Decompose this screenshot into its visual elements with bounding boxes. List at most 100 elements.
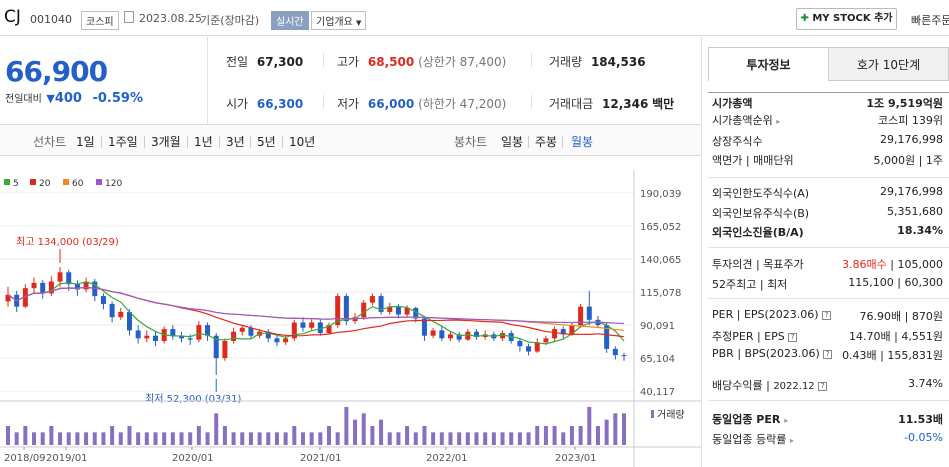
price-change: 전일대비 ▼400 -0.59% [5,90,143,106]
tab-investment-info[interactable]: 투자정보 [708,47,829,81]
candle-body [144,335,150,339]
tab-5y[interactable]: 5년 [257,135,276,149]
realtime-badge[interactable]: 실시간 [271,11,309,30]
company-overview-dropdown[interactable]: 기업개요 ▼ [311,11,367,30]
text-pbr-label: PBR [712,347,734,360]
tab-1d[interactable]: 1일 [76,135,95,149]
stat-prev-close: 전일 67,300 [226,53,303,70]
tab-1w[interactable]: 1주일 [108,135,138,149]
candle-body [552,329,558,339]
volume-legend-swatch [651,410,654,418]
volume-bar [405,426,410,445]
volume-bar [613,413,618,445]
candle-body [439,330,445,339]
candle-body [456,334,462,340]
row-label: 액면가 | 매매단위 [712,154,794,167]
mystock-add-button[interactable]: ✚ MY STOCK 추가 [796,8,897,30]
text-foreign-ratio-label: 외국인소진율(B/A) [712,226,804,239]
row-par: 액면가 | 매매단위 5,000원 | 1주 [712,152,943,167]
max-annotation: 최고 134,000 (03/29) [16,236,119,248]
volume-bar [92,432,97,445]
volume-legend-label: 거래량 [657,409,685,421]
candle-body [586,306,592,320]
stock-code: 001040 [30,13,72,26]
arrow-right-icon: ▸ [784,416,789,425]
tab-3m[interactable]: 3개월 [151,135,181,149]
x-tick-label: 2019/01 [46,453,88,464]
text-pbr: 0.43배 [842,349,877,362]
text-per-label: PER [712,308,734,321]
volume-bar [422,426,427,445]
candle-body [152,335,158,341]
volume-bar [309,432,314,445]
row-per: PER | EPS(2023.06) ? 76.90배 | 870원 [712,308,943,323]
info-icon[interactable]: ? [818,381,828,391]
volume-bar [387,432,392,445]
candle-body [387,306,393,312]
text-market-cap-rank: 코스피 139위 [878,114,943,127]
text-div-label: 배당수익률 [712,379,763,392]
info-icon[interactable]: ? [822,310,832,320]
mystock-label: MY STOCK 추가 [812,13,893,24]
candle-body [517,340,523,347]
candle-body [213,335,219,359]
stock-name: CJ [4,7,21,27]
row-label: 외국인한도주식수(A) [712,187,809,200]
tab-weekly[interactable]: 주봉 [535,135,558,149]
row-foreign-limit: 외국인한도주식수(A) 29,176,998 [712,185,943,200]
row-value: 18.34% [897,224,943,237]
tab-monthly[interactable]: 월봉 [571,135,594,149]
row-divider [708,298,949,299]
candle-body [343,296,349,322]
volume-bar [14,432,19,445]
candle-body [534,342,540,352]
company-overview-label: 기업개요 [316,17,353,28]
tab-daily[interactable]: 일봉 [501,135,524,149]
row-label: 동일업종 등락률 ▸ [712,433,794,446]
tab-10y[interactable]: 10년 [289,135,316,149]
volume-bar [49,426,54,445]
row-value: 5,000원 | 1주 [873,154,943,167]
volume-bar [222,426,227,445]
y-tick-label: 40,117 [640,387,675,398]
text-w52-low: 60,300 [904,276,944,289]
current-price: 66,900 [5,55,108,88]
text-foreign-hold-label: 외국인보유주식수(B) [712,207,810,220]
volume-bar [205,432,210,445]
row-foreign-hold: 외국인보유주식수(B) 5,351,680 [712,205,943,220]
text-market-cap: 1조 9,519억원 [866,97,943,110]
candle-body [196,325,202,340]
text-bps: 155,831원 [887,349,943,362]
info-icon[interactable]: ? [788,332,798,342]
divider [531,95,532,109]
volume-bar [474,432,479,445]
row-52w: 52주최고 | 최저 115,100 | 60,300 [712,276,944,291]
candle-body [179,335,185,339]
tab-1y[interactable]: 1년 [194,135,213,149]
row-label: 외국인보유주식수(B) [712,207,809,220]
text-div: 3.74% [908,377,943,390]
text-foreign-limit: 29,176,998 [880,185,943,198]
row-value: 0.43배 | 155,831원 [842,349,943,362]
tab-3y[interactable]: 3년 [226,135,245,149]
quick-order-link[interactable]: 빠른주문 [911,14,949,27]
legend-label: 120 [105,179,122,189]
chevron-down-icon: ▼ [356,19,362,27]
info-icon[interactable]: ? [823,349,833,359]
volume-bar [500,432,505,445]
candle-body [474,331,480,338]
volume-bar [595,426,600,445]
tab-order-book[interactable]: 호가 10단계 [828,47,949,81]
stat-value: 66,000 [367,97,415,111]
candle-body [500,333,506,339]
y-tick-label: 190,039 [640,189,681,200]
tab-separator [528,136,529,148]
text-target: 105,000 [897,258,944,271]
candle-body [430,330,436,336]
candle-body [404,307,410,315]
market-badge: 코스피 [81,11,119,30]
volume-bar [40,432,45,445]
volume-bar [84,432,89,445]
tab-separator [187,136,188,148]
row-label: 추정PER | EPS ? [712,330,798,343]
